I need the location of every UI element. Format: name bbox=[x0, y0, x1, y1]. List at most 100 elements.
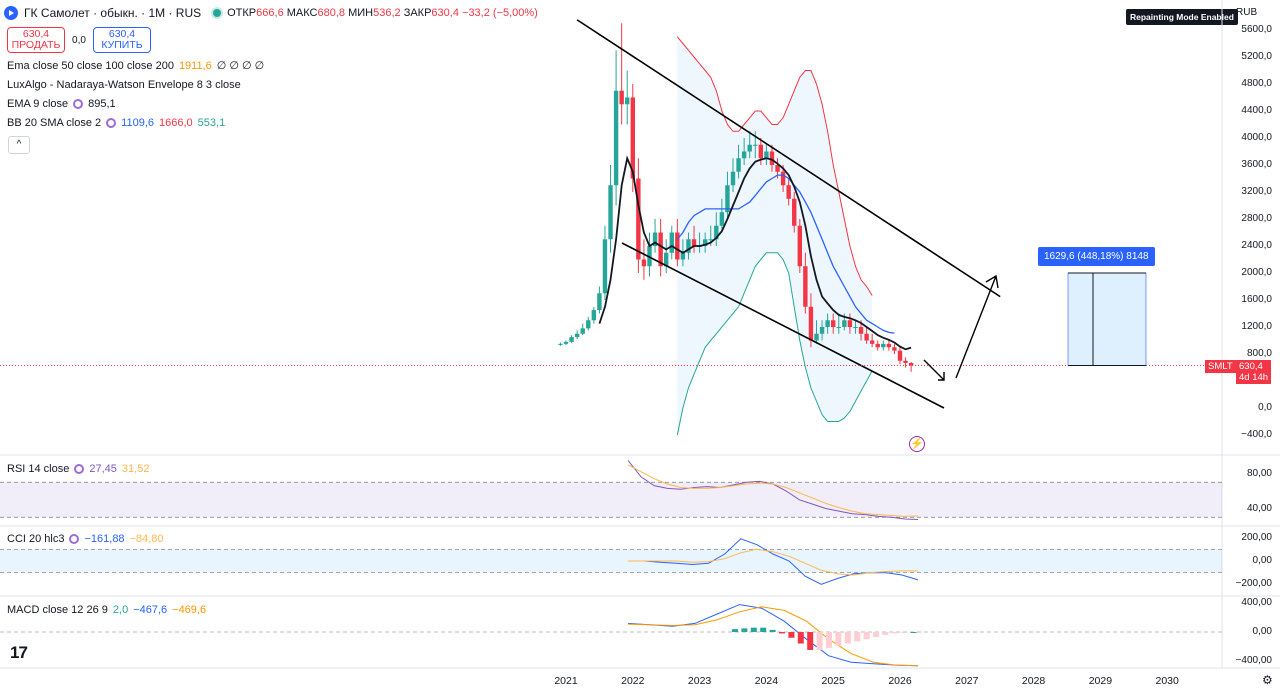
candle-body bbox=[702, 239, 708, 246]
candle-body bbox=[758, 144, 764, 159]
bb-basis-line bbox=[676, 174, 895, 334]
price-axis-label: 4800,0 bbox=[1241, 78, 1272, 89]
macd-histogram-bar bbox=[788, 632, 795, 638]
candle-body bbox=[875, 343, 880, 348]
indicator-ema-multi[interactable]: Ema close 50 close 100 close 200 1911,6 … bbox=[7, 59, 264, 73]
collapse-indicators-button[interactable]: ^ bbox=[8, 136, 30, 154]
indicator-bb-mid: 1109,6 bbox=[121, 117, 154, 129]
channel-lower-line bbox=[621, 242, 945, 409]
indicator-ema9[interactable]: EMA 9 close 895,1 bbox=[7, 98, 116, 110]
cci-legend[interactable]: CCI 20 hlc3 −161,88 −84,80 bbox=[7, 533, 164, 545]
market-open-icon bbox=[213, 9, 222, 17]
candle-body bbox=[753, 144, 758, 146]
candle-body bbox=[686, 239, 691, 253]
arrow-down-drawing bbox=[923, 359, 945, 381]
chevron-up-icon: ^ bbox=[16, 139, 22, 150]
macd-legend[interactable]: MACD close 12 26 9 2,0 −467,6 −469,6 bbox=[7, 604, 206, 616]
symbol-logo-icon[interactable] bbox=[4, 6, 18, 20]
low-label: МИН bbox=[348, 7, 374, 19]
indicator-ema-multi-value: 1911,6 bbox=[178, 59, 212, 72]
rsi-value: 27,45 bbox=[89, 463, 117, 475]
tradingview-logo[interactable]: 17 bbox=[10, 643, 28, 662]
indicator-luxalgo-title: LuxAlgo - Nadaraya-Watson Envelope 8 3 c… bbox=[7, 79, 241, 91]
macd-histogram-bar bbox=[750, 627, 757, 632]
macd-signal-value: −469,6 bbox=[172, 604, 207, 616]
candle-body bbox=[764, 151, 769, 159]
buy-label: КУПИТЬ bbox=[101, 39, 143, 51]
bollinger-fill bbox=[677, 36, 873, 435]
spread-value: 0,0 bbox=[72, 34, 86, 46]
candle-body bbox=[658, 232, 663, 267]
macd-histogram-bar bbox=[816, 632, 823, 650]
sell-price: 630,4 bbox=[22, 28, 50, 40]
macd-histogram-bar bbox=[910, 632, 917, 633]
candle-body bbox=[897, 350, 903, 361]
macd-histogram-bar bbox=[891, 632, 898, 634]
buy-button[interactable]: 630,4 КУПИТЬ bbox=[93, 27, 151, 53]
high-value: 680,8 bbox=[317, 7, 346, 19]
indicator-luxalgo[interactable]: LuxAlgo - Nadaraya-Watson Envelope 8 3 c… bbox=[7, 79, 241, 91]
drawings bbox=[0, 19, 1222, 409]
open-label: ОТКР bbox=[227, 7, 257, 19]
candle-body bbox=[825, 320, 830, 327]
candle-body bbox=[853, 327, 858, 328]
indicator-bb[interactable]: BB 20 SMA close 2 1109,6 1666,0 553,1 bbox=[7, 117, 225, 129]
macd-histogram-bar bbox=[882, 632, 889, 635]
change-value: −33,2 (−5,00%) bbox=[462, 7, 538, 19]
currency-selector[interactable]: RUB bbox=[1236, 7, 1258, 18]
lightning-icon[interactable]: ⚡ bbox=[909, 436, 925, 452]
rsi-band bbox=[0, 482, 1222, 518]
candle-body bbox=[708, 239, 713, 241]
price-axis-label: 3600,0 bbox=[1241, 159, 1272, 170]
measure-label[interactable]: 1629,6 (448,18%) 8148 bbox=[1038, 247, 1155, 266]
cci-axis-label: 200,00 bbox=[1241, 531, 1272, 543]
candle-body bbox=[725, 185, 730, 213]
price-axis-label: 800,0 bbox=[1246, 348, 1272, 359]
candle-body bbox=[858, 327, 864, 334]
loading-icon bbox=[69, 534, 80, 544]
indicator-ema-multi-title: Ema close 50 close 100 close 200 bbox=[7, 59, 174, 72]
cci-band bbox=[0, 549, 1222, 573]
rsi-title: RSI 14 close bbox=[7, 463, 70, 475]
bollinger-band-fill bbox=[677, 36, 873, 435]
macd-histogram-bar bbox=[807, 632, 814, 650]
time-axis-label: 2029 bbox=[1088, 675, 1113, 687]
price-axis-label: 0,0 bbox=[1258, 402, 1272, 413]
macd-histogram-bar bbox=[844, 632, 851, 644]
macd-title: MACD close 12 26 9 bbox=[7, 604, 108, 616]
time-axis-label: 2028 bbox=[1021, 675, 1046, 687]
price-axis-label: 1200,0 bbox=[1241, 321, 1272, 332]
trade-buttons: 630,4 ПРОДАТЬ 0,0 630,4 КУПИТЬ bbox=[7, 27, 151, 53]
candle-body bbox=[691, 239, 697, 246]
sell-button[interactable]: 630,4 ПРОДАТЬ bbox=[7, 27, 65, 53]
price-axis-label: 1600,0 bbox=[1241, 294, 1272, 305]
macd-axis-label: −400,00 bbox=[1235, 654, 1272, 666]
candle-body bbox=[881, 343, 886, 348]
candle-body bbox=[613, 90, 619, 186]
time-axis-label: 2026 bbox=[888, 675, 912, 687]
open-value: 666,6 bbox=[256, 7, 284, 19]
price-axis-label: 2000,0 bbox=[1241, 267, 1272, 278]
sell-label: ПРОДАТЬ bbox=[11, 39, 61, 51]
candle-body bbox=[574, 333, 580, 338]
gear-icon[interactable]: ⚙ bbox=[1262, 673, 1273, 687]
cci-title: CCI 20 hlc3 bbox=[7, 533, 65, 545]
macd-signal-line bbox=[627, 606, 919, 667]
ohlc-readout: ОТКР666,6 МАКС680,8 МИН536,2 ЗАКР630,4 −… bbox=[227, 7, 538, 19]
candle-body bbox=[675, 232, 680, 260]
symbol-title[interactable]: ГК Самолет · обыкн. · 1М · RUS bbox=[24, 6, 202, 20]
candle-body bbox=[647, 246, 652, 267]
time-axis-label: 2024 bbox=[754, 675, 779, 687]
candle-body bbox=[636, 178, 641, 260]
time-axis-label: 2030 bbox=[1155, 675, 1179, 687]
macd-histogram-bar bbox=[769, 629, 776, 632]
rsi-legend[interactable]: RSI 14 close 27,45 31,52 bbox=[7, 463, 149, 475]
macd-axis-label: 0,00 bbox=[1252, 626, 1272, 637]
macd-histogram-bar bbox=[854, 632, 861, 642]
high-label: МАКС bbox=[286, 7, 318, 19]
candle-body bbox=[641, 259, 647, 267]
candle-body bbox=[836, 327, 841, 328]
price-axis-label: 5600,0 bbox=[1241, 24, 1272, 35]
close-value: 630,4 bbox=[431, 7, 459, 19]
